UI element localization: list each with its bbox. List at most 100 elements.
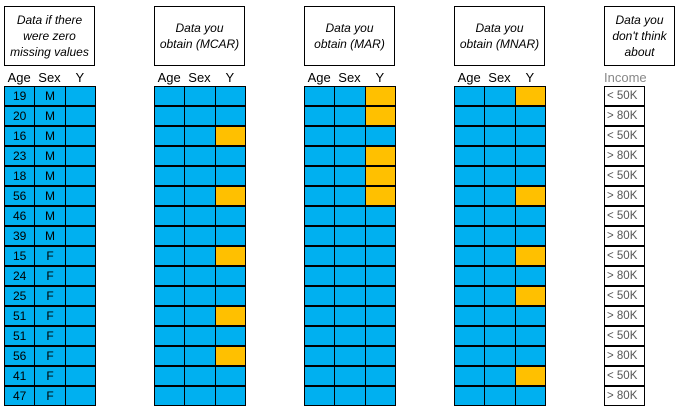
column-header: Income — [604, 69, 647, 85]
data-cell — [304, 326, 336, 346]
data-cell — [514, 346, 546, 366]
data-cell — [454, 386, 486, 406]
data-cell — [514, 146, 546, 166]
income-cell: < 50K — [604, 326, 645, 346]
data-cell — [454, 286, 486, 306]
data-cell — [484, 186, 516, 206]
data-cell — [184, 266, 216, 286]
data-cell — [184, 366, 216, 386]
data-cell — [454, 346, 486, 366]
data-cell — [184, 166, 216, 186]
data-cell — [454, 166, 486, 186]
data-cell: 56 — [4, 346, 36, 366]
data-cell: M — [34, 106, 66, 126]
column-header: Age — [307, 69, 331, 85]
data-cell — [184, 326, 216, 346]
column-header: Y — [375, 69, 385, 85]
data-cell — [214, 386, 246, 406]
data-cell — [64, 366, 96, 386]
panel-title: Data if there were zero missing values — [4, 6, 95, 66]
missing-cell — [514, 186, 546, 206]
data-cell — [304, 386, 336, 406]
data-cell — [334, 246, 366, 266]
data-cell — [334, 386, 366, 406]
data-cell — [184, 226, 216, 246]
column-header: Y — [75, 69, 85, 85]
data-cell — [454, 306, 486, 326]
data-cell — [364, 246, 396, 266]
data-cell — [154, 146, 186, 166]
data-cell — [184, 126, 216, 146]
column-header: Y — [525, 69, 535, 85]
column-header: Sex — [488, 69, 511, 85]
data-cell — [364, 306, 396, 326]
data-cell: 39 — [4, 226, 36, 246]
data-cell: F — [34, 366, 66, 386]
data-cell — [214, 146, 246, 166]
data-cell — [64, 386, 96, 406]
data-cell: F — [34, 326, 66, 346]
data-cell — [334, 106, 366, 126]
data-cell — [454, 266, 486, 286]
data-cell — [304, 246, 336, 266]
data-cell — [514, 266, 546, 286]
data-cell — [334, 286, 366, 306]
data-cell: M — [34, 86, 66, 106]
missing-cell — [364, 186, 396, 206]
data-cell: 23 — [4, 146, 36, 166]
data-cell: 19 — [4, 86, 36, 106]
data-cell: M — [34, 126, 66, 146]
data-cell — [154, 206, 186, 226]
data-cell — [334, 186, 366, 206]
missing-cell — [364, 146, 396, 166]
data-cell — [334, 146, 366, 166]
data-cell — [304, 366, 336, 386]
data-cell: 24 — [4, 266, 36, 286]
data-cell — [184, 286, 216, 306]
data-cell — [304, 186, 336, 206]
data-cell — [64, 126, 96, 146]
data-cell: 51 — [4, 306, 36, 326]
data-cell — [154, 126, 186, 146]
data-cell — [154, 346, 186, 366]
data-cell — [454, 126, 486, 146]
data-cell — [514, 306, 546, 326]
data-cell — [64, 166, 96, 186]
missing-cell — [514, 86, 546, 106]
data-cell — [364, 346, 396, 366]
missing-cell — [214, 126, 246, 146]
data-cell — [64, 326, 96, 346]
income-cell: > 80K — [604, 106, 645, 126]
data-cell — [484, 206, 516, 226]
data-cell — [454, 186, 486, 206]
data-cell — [64, 146, 96, 166]
data-cell — [364, 266, 396, 286]
income-cell: < 50K — [604, 126, 645, 146]
data-cell — [484, 266, 516, 286]
data-cell — [484, 346, 516, 366]
data-cell — [154, 386, 186, 406]
data-cell: 16 — [4, 126, 36, 146]
data-cell — [364, 386, 396, 406]
data-cell — [214, 366, 246, 386]
data-cell: 51 — [4, 326, 36, 346]
income-cell: > 80K — [604, 146, 645, 166]
data-cell — [454, 246, 486, 266]
data-cell — [154, 106, 186, 126]
data-cell — [484, 106, 516, 126]
data-cell — [484, 86, 516, 106]
column-header: Sex — [38, 69, 61, 85]
data-cell — [304, 226, 336, 246]
panel-title: Data you don't think about — [604, 6, 675, 66]
data-cell — [334, 266, 366, 286]
data-cell: F — [34, 306, 66, 326]
data-cell — [154, 266, 186, 286]
column-header: Age — [457, 69, 481, 85]
data-cell — [484, 326, 516, 346]
data-cell — [334, 306, 366, 326]
data-cell — [514, 226, 546, 246]
data-cell — [64, 186, 96, 206]
data-cell: 46 — [4, 206, 36, 226]
data-cell — [184, 106, 216, 126]
data-cell: F — [34, 246, 66, 266]
